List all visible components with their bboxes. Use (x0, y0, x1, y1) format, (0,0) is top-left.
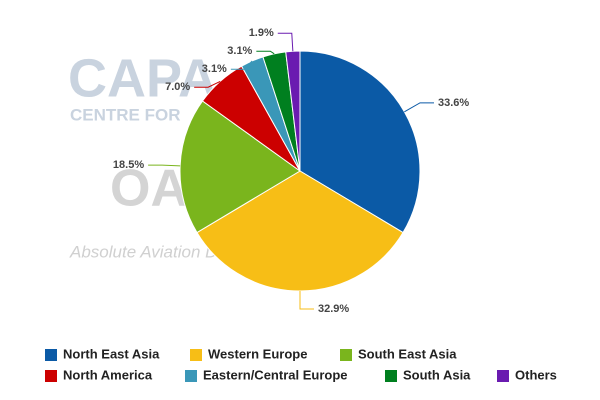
legend-swatch (190, 349, 202, 361)
leader-line (256, 50, 275, 55)
legend-swatch (497, 370, 509, 382)
value-label: 3.1% (202, 63, 227, 75)
legend-swatch (385, 370, 397, 382)
pie-slice (285, 50, 301, 172)
legend-label: South Asia (403, 367, 471, 382)
legend-label: South East Asia (358, 346, 457, 361)
leader-line (194, 80, 221, 88)
legend-swatch (185, 370, 197, 382)
legend-label: North East Asia (63, 346, 160, 361)
legend-label: Others (515, 367, 557, 382)
legend-swatch (340, 349, 352, 361)
leader-line (148, 164, 181, 167)
value-label: 33.6% (438, 97, 469, 109)
pie-slice (179, 100, 301, 234)
legend-label: North America (63, 367, 153, 382)
value-label: 18.5% (113, 159, 144, 171)
watermark-text: CAPA (68, 48, 217, 108)
leader-line (404, 102, 435, 113)
value-label: 7.0% (165, 81, 190, 93)
legend-swatch (45, 349, 57, 361)
value-label: 32.9% (318, 303, 349, 315)
watermark: CAPA CENTRE FOR OAG Absolute Aviation Da (68, 48, 228, 261)
value-label: 1.9% (249, 27, 274, 39)
watermark-text: CENTRE FOR (70, 105, 181, 124)
watermark-text: Absolute Aviation Da (69, 242, 227, 261)
leader-line (277, 32, 294, 52)
legend-label: Eastern/Central Europe (203, 367, 348, 382)
leader-line (230, 60, 253, 70)
legend-label: Western Europe (208, 346, 307, 361)
value-label: 3.1% (227, 45, 252, 57)
leader-line (299, 291, 314, 310)
legend-swatch (45, 370, 57, 382)
